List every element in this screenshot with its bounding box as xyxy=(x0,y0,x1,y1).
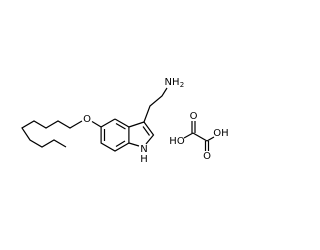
amine-label: NH xyxy=(165,77,180,88)
bond xyxy=(91,120,102,128)
nonyl-chain xyxy=(21,120,83,148)
amine-subscript: 2 xyxy=(180,81,184,89)
ethyl-chain xyxy=(143,87,168,123)
indole-nitrogen: N xyxy=(140,144,147,155)
double-bond xyxy=(115,122,126,130)
structure-diagram: NH 2 O N H HO OH O O xyxy=(21,77,229,165)
carbonyl-oxygen: O xyxy=(203,151,211,162)
atom-labels: NH 2 O N H HO OH O O xyxy=(83,77,229,165)
carbonyl-oxygen: O xyxy=(190,111,198,122)
pyrrole-ring xyxy=(128,121,155,145)
bond xyxy=(206,136,215,142)
ether-oxygen: O xyxy=(83,114,91,125)
double-bond xyxy=(142,126,150,136)
bond xyxy=(192,132,208,142)
bond xyxy=(183,132,194,139)
indole-hydrogen: H xyxy=(140,154,148,165)
hydroxyl-label: OH xyxy=(213,128,228,139)
bond xyxy=(128,142,140,147)
benzene-ring xyxy=(100,118,130,152)
double-bond xyxy=(115,140,126,148)
hydroxyl-label: HO xyxy=(169,136,185,147)
bonds xyxy=(21,87,215,152)
